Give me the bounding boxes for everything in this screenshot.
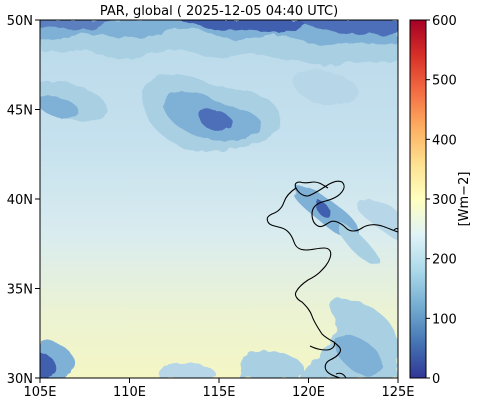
y-tick-label: 40N [7, 193, 33, 208]
colorbar-ticks: 600 500 400 300 200 100 0 [426, 14, 457, 387]
cloud-field-central [40, 68, 358, 152]
coastline-island [335, 372, 347, 378]
x-tick-label: 110E [113, 385, 146, 400]
colorbar-tick-label: 300 [432, 193, 457, 208]
x-axis: 105E 110E 115E 120E 125E [23, 378, 415, 400]
map-title: PAR, global ( 2025-12-05 04:40 UTC) [100, 4, 338, 19]
y-axis: 50N 45N 40N 35N 30N [7, 14, 40, 387]
x-tick-label: 120E [292, 385, 325, 400]
coastline [266, 180, 398, 378]
x-tick-label: 125E [381, 385, 414, 400]
colorbar-tick-label: 100 [432, 312, 457, 327]
y-tick-label: 30N [7, 372, 33, 387]
cloud-field-north [40, 20, 398, 66]
map-panel [40, 20, 398, 378]
colorbar-tick-label: 0 [432, 372, 440, 387]
colorbar-tick-label: 600 [432, 14, 457, 29]
colorbar-tick-label: 200 [432, 253, 457, 268]
y-tick-label: 35N [7, 283, 33, 298]
y-tick-label: 45N [7, 104, 33, 119]
colorbar-tick-label: 500 [432, 74, 457, 89]
colorbar: 600 500 400 300 200 100 0 [Wm−2] [409, 14, 472, 387]
colorbar-label: [Wm−2] [457, 172, 472, 227]
colorbar-tick-label: 400 [432, 133, 457, 148]
y-tick-label: 50N [7, 14, 33, 29]
colorbar-gradient [409, 19, 427, 379]
x-tick-label: 105E [23, 385, 56, 400]
x-tick-label: 115E [202, 385, 235, 400]
